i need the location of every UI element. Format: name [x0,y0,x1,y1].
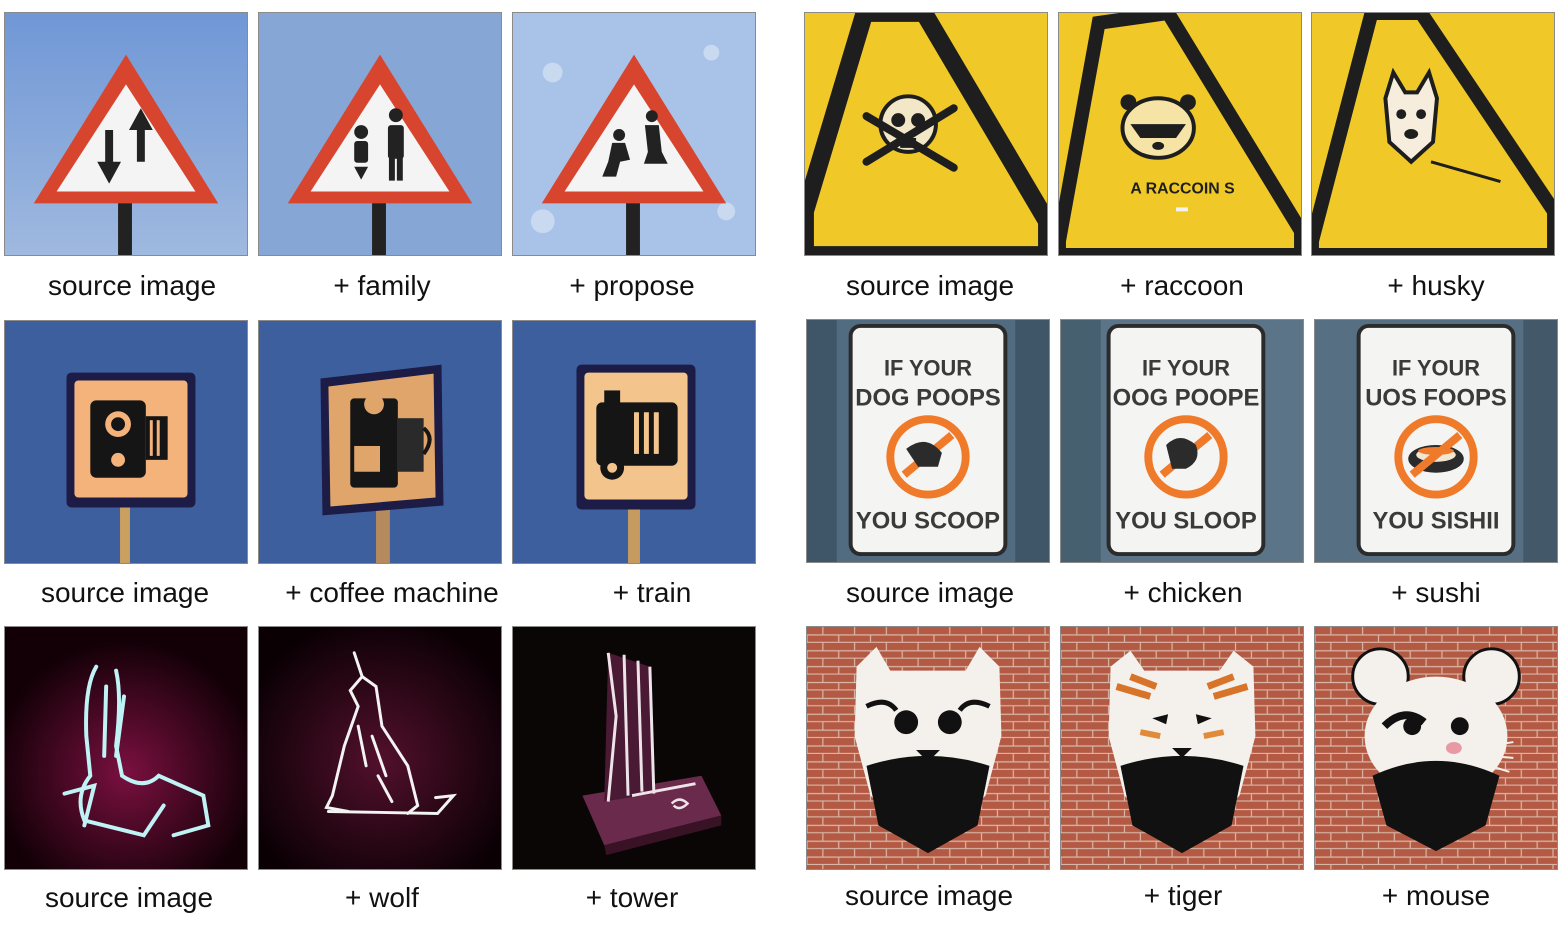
caption: source image [47,270,217,301]
image-camera-source [4,320,248,564]
image-neon-wolf [258,626,502,870]
sign-text: UOS FOOPS [1365,384,1506,411]
sign-text: A RACCOIN S [1130,181,1234,198]
caption: + wolf [345,882,419,913]
sign-text: IF YOUR [1392,356,1480,381]
sign-text: OOG POOPE [1113,384,1260,411]
image-graffiti-tiger [1060,626,1304,870]
image-hazard-source [804,12,1048,256]
sign-text: YOU SLOOP [1115,507,1257,534]
caption: source image [845,577,1015,608]
caption: + family [333,270,431,301]
image-poop-chicken: IF YOUR OOG POOPE YOU SLOOP [1060,319,1304,563]
image-neon-tower [512,626,756,870]
image-camera-coffee-machine [258,320,502,564]
caption: + raccoon [1120,270,1244,301]
caption: source image [40,577,210,608]
caption: source image [44,882,214,913]
caption: + mouse [1381,880,1491,911]
caption: + sushi [1391,577,1481,608]
caption: + tiger [1143,880,1223,911]
caption: + train [612,577,692,608]
sign-text: IF YOUR [884,356,972,381]
image-poop-sushi: IF YOUR UOS FOOPS YOU SISHII [1314,319,1558,563]
image-graffiti-mouse [1314,626,1558,870]
image-camera-train [512,320,756,564]
image-triangle-source [4,12,248,256]
caption: + chicken [1123,577,1243,608]
caption: source image [845,270,1015,301]
sign-text: YOU SCOOP [856,507,1000,534]
sign-text: YOU SISHII [1373,507,1500,534]
sign-text: DOG POOPS [855,384,1000,411]
caption: + tower [585,882,679,913]
caption: + husky [1387,270,1485,301]
sign-text: IF YOUR [1142,356,1230,381]
image-triangle-family [258,12,502,256]
caption: + propose [569,270,695,301]
image-hazard-raccoon: A RACCOIN S [1058,12,1302,256]
caption: + coffee machine [285,577,499,608]
image-graffiti-cat-source [806,626,1050,870]
image-neon-source [4,626,248,870]
image-triangle-propose [512,12,756,256]
caption: source image [844,880,1014,911]
image-poop-source: IF YOUR DOG POOPS YOU SCOOP [806,319,1050,563]
image-hazard-husky [1311,12,1555,256]
